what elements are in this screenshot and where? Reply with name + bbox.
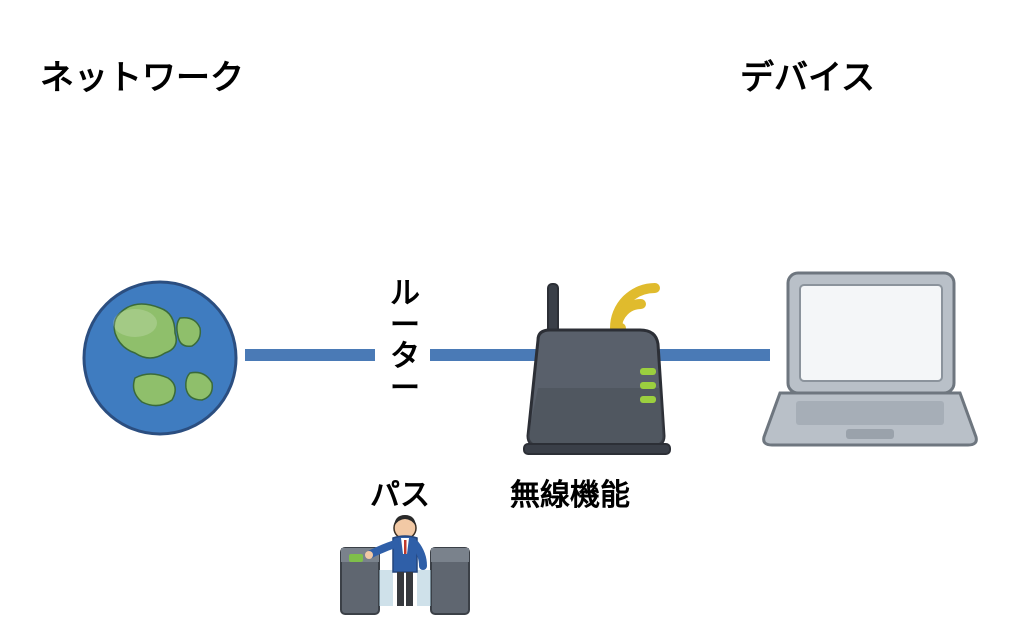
wifi-router-icon — [520, 278, 690, 458]
label-router-char: ー — [388, 310, 422, 342]
heading-device: デバイス — [740, 50, 875, 99]
edge-wifi-laptop — [680, 349, 770, 361]
heading-network: ネットワーク — [40, 50, 244, 99]
label-pass: パス — [370, 470, 430, 514]
edge-globe-router — [245, 349, 375, 361]
label-router-char: タ — [388, 341, 422, 373]
label-router-char: ー — [388, 373, 422, 405]
laptop-icon — [760, 265, 980, 455]
globe-icon — [80, 278, 240, 438]
gate-person-icon — [335, 510, 475, 620]
label-router-char: ル — [388, 278, 422, 310]
label-router-vertical: ル ー タ ー — [388, 278, 422, 404]
label-wireless: 無線機能 — [510, 470, 630, 514]
